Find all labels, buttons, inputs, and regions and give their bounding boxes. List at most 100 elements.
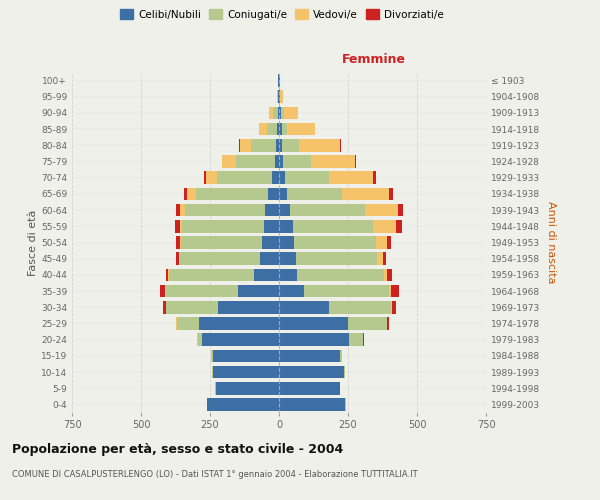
Bar: [282, 123, 287, 136]
Bar: [206, 172, 217, 184]
Bar: [279, 155, 283, 168]
Bar: [240, 139, 251, 151]
Bar: [279, 90, 280, 103]
Bar: [284, 106, 298, 120]
Bar: [365, 204, 398, 216]
Bar: [283, 155, 311, 168]
Bar: [202, 334, 279, 346]
Bar: [279, 139, 283, 151]
Bar: [389, 188, 393, 200]
Bar: [196, 188, 268, 200]
Bar: [386, 317, 388, 330]
Bar: [290, 204, 365, 216]
Bar: [299, 139, 340, 151]
Bar: [279, 334, 349, 346]
Bar: [293, 220, 373, 232]
Bar: [340, 350, 343, 362]
Bar: [279, 123, 282, 136]
Bar: [217, 172, 272, 184]
Bar: [311, 155, 355, 168]
Bar: [179, 204, 185, 216]
Text: Femmine: Femmine: [342, 52, 406, 66]
Bar: [377, 252, 383, 265]
Bar: [391, 285, 399, 298]
Bar: [251, 139, 275, 151]
Bar: [185, 204, 265, 216]
Bar: [340, 139, 341, 151]
Bar: [166, 285, 238, 298]
Bar: [279, 301, 329, 314]
Bar: [373, 172, 376, 184]
Bar: [279, 317, 348, 330]
Bar: [176, 204, 179, 216]
Bar: [205, 172, 206, 184]
Bar: [329, 172, 373, 184]
Bar: [304, 285, 389, 298]
Bar: [285, 172, 329, 184]
Bar: [272, 172, 279, 184]
Bar: [236, 155, 275, 168]
Bar: [279, 285, 304, 298]
Y-axis label: Fasce di età: Fasce di età: [28, 210, 38, 276]
Bar: [279, 188, 287, 200]
Bar: [254, 268, 279, 281]
Text: Popolazione per età, sesso e stato civile - 2004: Popolazione per età, sesso e stato civil…: [12, 442, 343, 456]
Bar: [160, 285, 165, 298]
Bar: [279, 398, 345, 410]
Bar: [211, 350, 213, 362]
Bar: [384, 268, 386, 281]
Y-axis label: Anni di nascita: Anni di nascita: [545, 201, 556, 283]
Bar: [277, 123, 279, 136]
Bar: [269, 106, 274, 120]
Bar: [176, 252, 179, 265]
Bar: [181, 236, 262, 249]
Bar: [169, 268, 254, 281]
Bar: [176, 236, 179, 249]
Bar: [294, 236, 376, 249]
Bar: [179, 252, 260, 265]
Bar: [274, 106, 278, 120]
Bar: [260, 252, 279, 265]
Bar: [197, 334, 202, 346]
Bar: [213, 366, 279, 378]
Bar: [386, 236, 391, 249]
Bar: [348, 317, 386, 330]
Bar: [349, 334, 363, 346]
Bar: [329, 301, 391, 314]
Bar: [392, 301, 396, 314]
Bar: [166, 301, 218, 314]
Bar: [215, 382, 279, 394]
Bar: [179, 236, 181, 249]
Bar: [386, 268, 392, 281]
Bar: [396, 220, 402, 232]
Text: COMUNE DI CASALPUSTERLENGO (LO) - Dati ISTAT 1° gennaio 2004 - Elaborazione TUTT: COMUNE DI CASALPUSTERLENGO (LO) - Dati I…: [12, 470, 418, 479]
Bar: [297, 268, 384, 281]
Bar: [184, 188, 187, 200]
Bar: [265, 204, 279, 216]
Bar: [218, 301, 279, 314]
Bar: [238, 285, 279, 298]
Bar: [268, 188, 279, 200]
Bar: [287, 123, 315, 136]
Bar: [279, 366, 344, 378]
Bar: [264, 220, 279, 232]
Bar: [267, 123, 277, 136]
Bar: [373, 220, 396, 232]
Bar: [275, 155, 279, 168]
Bar: [213, 350, 279, 362]
Bar: [383, 252, 386, 265]
Bar: [281, 106, 284, 120]
Bar: [287, 188, 343, 200]
Bar: [182, 220, 264, 232]
Bar: [175, 220, 179, 232]
Bar: [278, 106, 279, 120]
Bar: [279, 204, 290, 216]
Bar: [355, 155, 356, 168]
Bar: [391, 301, 392, 314]
Bar: [388, 317, 389, 330]
Bar: [389, 285, 391, 298]
Bar: [279, 236, 294, 249]
Bar: [376, 236, 386, 249]
Bar: [283, 139, 299, 151]
Bar: [259, 123, 267, 136]
